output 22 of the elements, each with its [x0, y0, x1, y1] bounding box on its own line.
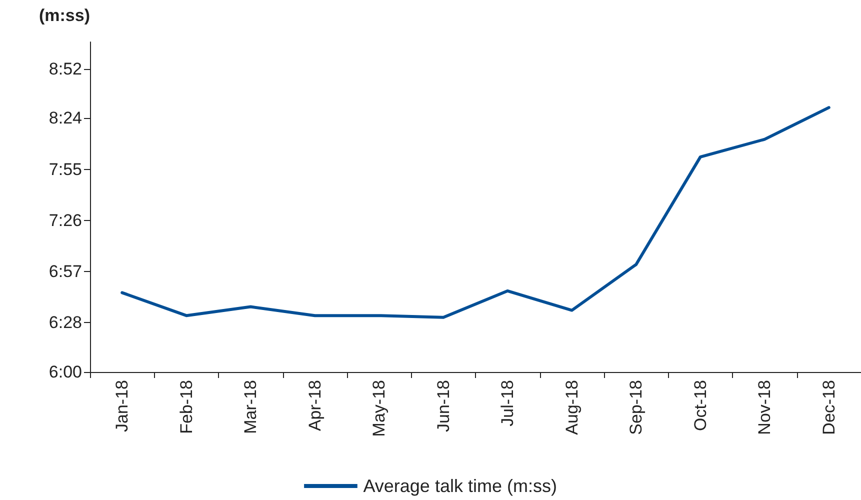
- line-series: [120, 106, 830, 319]
- x-tick-label: Jun-18: [434, 380, 453, 432]
- x-tick-label: Jan-18: [112, 380, 132, 432]
- x-tick-label: Feb-18: [176, 380, 196, 434]
- y-tick-label: 7:55: [48, 160, 82, 179]
- legend-label: Average talk time (m:ss): [363, 476, 557, 496]
- x-tick-label: Aug-18: [562, 380, 582, 435]
- x-tick-label: Apr-18: [305, 380, 324, 432]
- y-tick-label: 8:24: [48, 108, 82, 128]
- y-tick-label: 6:00: [48, 362, 82, 382]
- x-tick-label: Mar-18: [241, 380, 260, 434]
- x-tick-label: Jul-18: [498, 380, 518, 426]
- x-tick-label: Nov-18: [755, 380, 774, 435]
- y-axis-title: (m:ss): [38, 6, 90, 25]
- y-tick-label: 6:57: [48, 262, 82, 282]
- x-tick-label: Sep-18: [626, 380, 646, 435]
- y-tick-label: 6:28: [48, 313, 82, 332]
- x-tick-label: Oct-18: [690, 380, 710, 432]
- x-tick-label: May-18: [370, 380, 389, 437]
- y-tick-label: 8:52: [48, 59, 82, 78]
- x-tick-label: Dec-18: [819, 380, 838, 435]
- y-tick-label: 7:26: [48, 210, 82, 230]
